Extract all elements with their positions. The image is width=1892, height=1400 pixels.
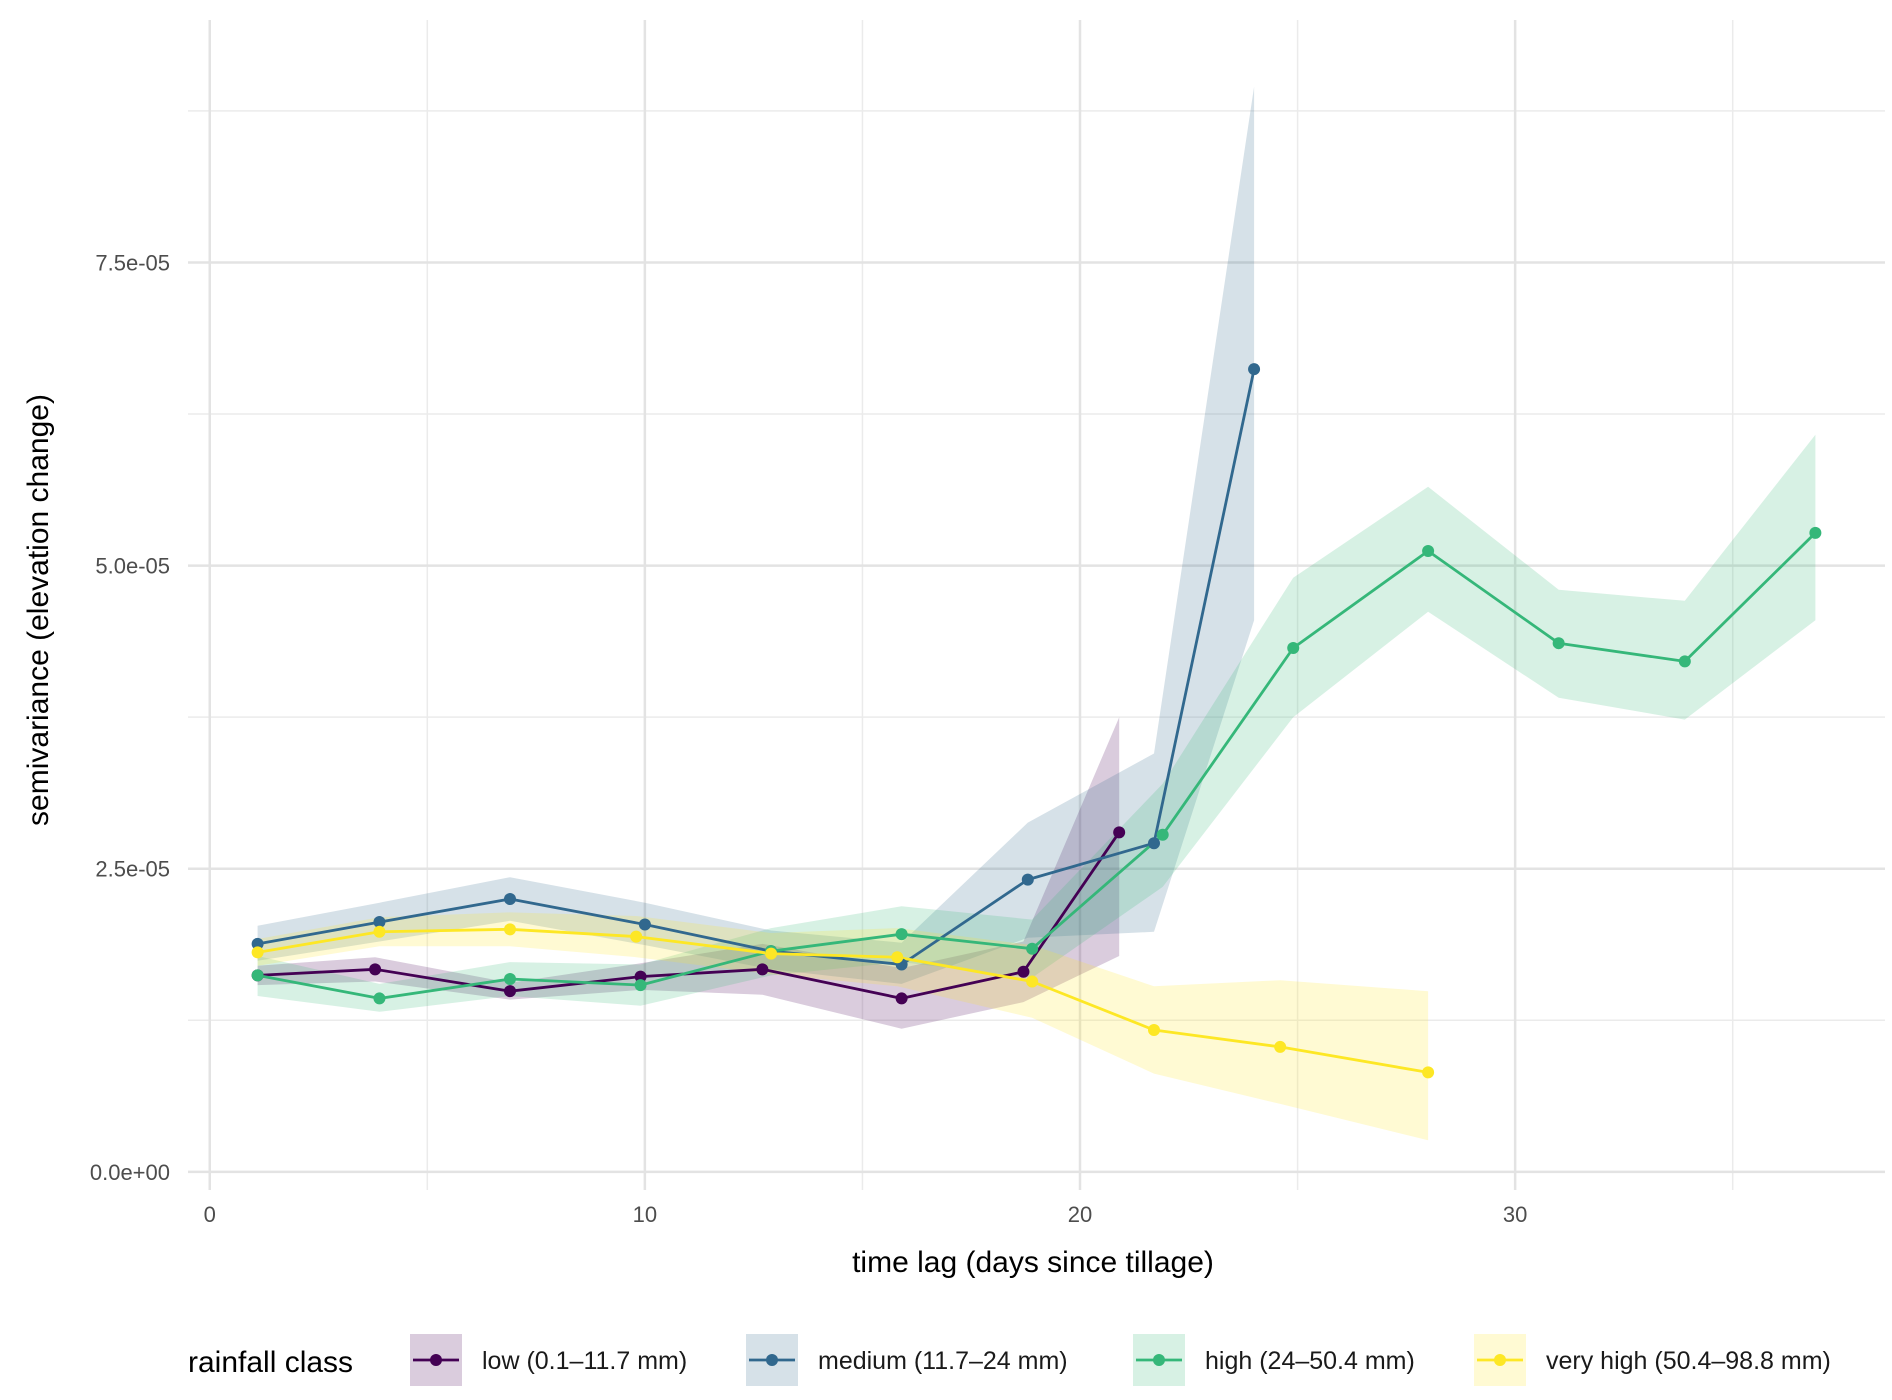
point-series-2 <box>373 916 386 929</box>
point-series-1 <box>1017 965 1030 978</box>
y-tick-label: 2.5e-05 <box>95 857 170 882</box>
point-series-4 <box>891 951 904 964</box>
point-series-3 <box>1026 942 1039 955</box>
legend-title: rainfall class <box>188 1346 353 1379</box>
point-series-1 <box>1113 826 1126 839</box>
point-series-2 <box>503 893 516 906</box>
point-series-3 <box>1678 655 1691 668</box>
legend-key-point <box>430 1354 442 1366</box>
legend-key-point <box>766 1354 778 1366</box>
point-series-2 <box>1248 363 1261 376</box>
point-series-1 <box>503 985 516 998</box>
legend-label: medium (11.7–24 mm) <box>818 1347 1068 1375</box>
point-series-3 <box>1422 545 1435 558</box>
point-series-3 <box>1287 642 1300 655</box>
x-tick-label: 10 <box>633 1202 657 1227</box>
point-series-3 <box>251 969 264 982</box>
y-axis-title: semivariance (elevation change) <box>22 394 55 826</box>
line-series-4 <box>257 927 1429 1074</box>
point-series-3 <box>1156 828 1169 841</box>
point-series-2 <box>251 937 264 950</box>
point-series-4 <box>1026 975 1039 988</box>
x-tick-label: 20 <box>1068 1202 1092 1227</box>
ribbon-series-2 <box>257 86 1255 984</box>
x-tick-label: 30 <box>1503 1202 1527 1227</box>
point-series-2 <box>1021 873 1034 886</box>
ribbon-series-3 <box>257 434 1816 1012</box>
point-series-3 <box>1552 637 1565 650</box>
legend-key-point <box>1494 1354 1506 1366</box>
series-points <box>251 363 1822 1079</box>
x-axis-title: time lag (days since tillage) <box>852 1246 1214 1279</box>
point-series-3 <box>634 979 647 992</box>
legend-label: high (24–50.4 mm) <box>1205 1347 1415 1375</box>
y-axis-ticks: 0.0e+00 2.5e-05 5.0e-05 7.5e-05 <box>90 250 170 1184</box>
point-series-3 <box>1809 526 1822 539</box>
legend: rainfall class low (0.1–11.7 mm) medium (… <box>188 1334 1831 1386</box>
point-series-4 <box>630 930 643 943</box>
y-tick-label: 0.0e+00 <box>90 1160 170 1185</box>
x-tick-label: 0 <box>204 1202 216 1227</box>
ribbon-series-1 <box>257 717 1120 1029</box>
point-series-2 <box>638 918 651 931</box>
grid-minor <box>188 20 1885 1190</box>
point-series-4 <box>1274 1040 1287 1053</box>
point-series-1 <box>756 963 769 976</box>
ribbon-series-4 <box>257 912 1429 1141</box>
legend-label: low (0.1–11.7 mm) <box>482 1347 687 1375</box>
legend-key-point <box>1153 1354 1165 1366</box>
point-series-4 <box>1422 1066 1435 1079</box>
point-series-4 <box>373 925 386 938</box>
point-series-3 <box>503 973 516 986</box>
point-series-4 <box>1147 1023 1160 1036</box>
point-series-1 <box>369 963 382 976</box>
point-series-4 <box>503 923 516 936</box>
y-tick-label: 7.5e-05 <box>95 250 170 275</box>
point-series-3 <box>895 928 908 941</box>
x-axis-ticks: 0 10 20 30 <box>204 1202 1528 1227</box>
grid-major <box>188 20 1885 1190</box>
point-series-4 <box>251 946 264 959</box>
point-series-2 <box>1147 837 1160 850</box>
point-series-4 <box>765 947 778 960</box>
point-series-3 <box>373 992 386 1005</box>
legend-label: very high (50.4–98.8 mm) <box>1546 1347 1831 1375</box>
point-series-1 <box>634 970 647 983</box>
point-series-1 <box>895 992 908 1005</box>
y-tick-label: 5.0e-05 <box>95 554 170 579</box>
